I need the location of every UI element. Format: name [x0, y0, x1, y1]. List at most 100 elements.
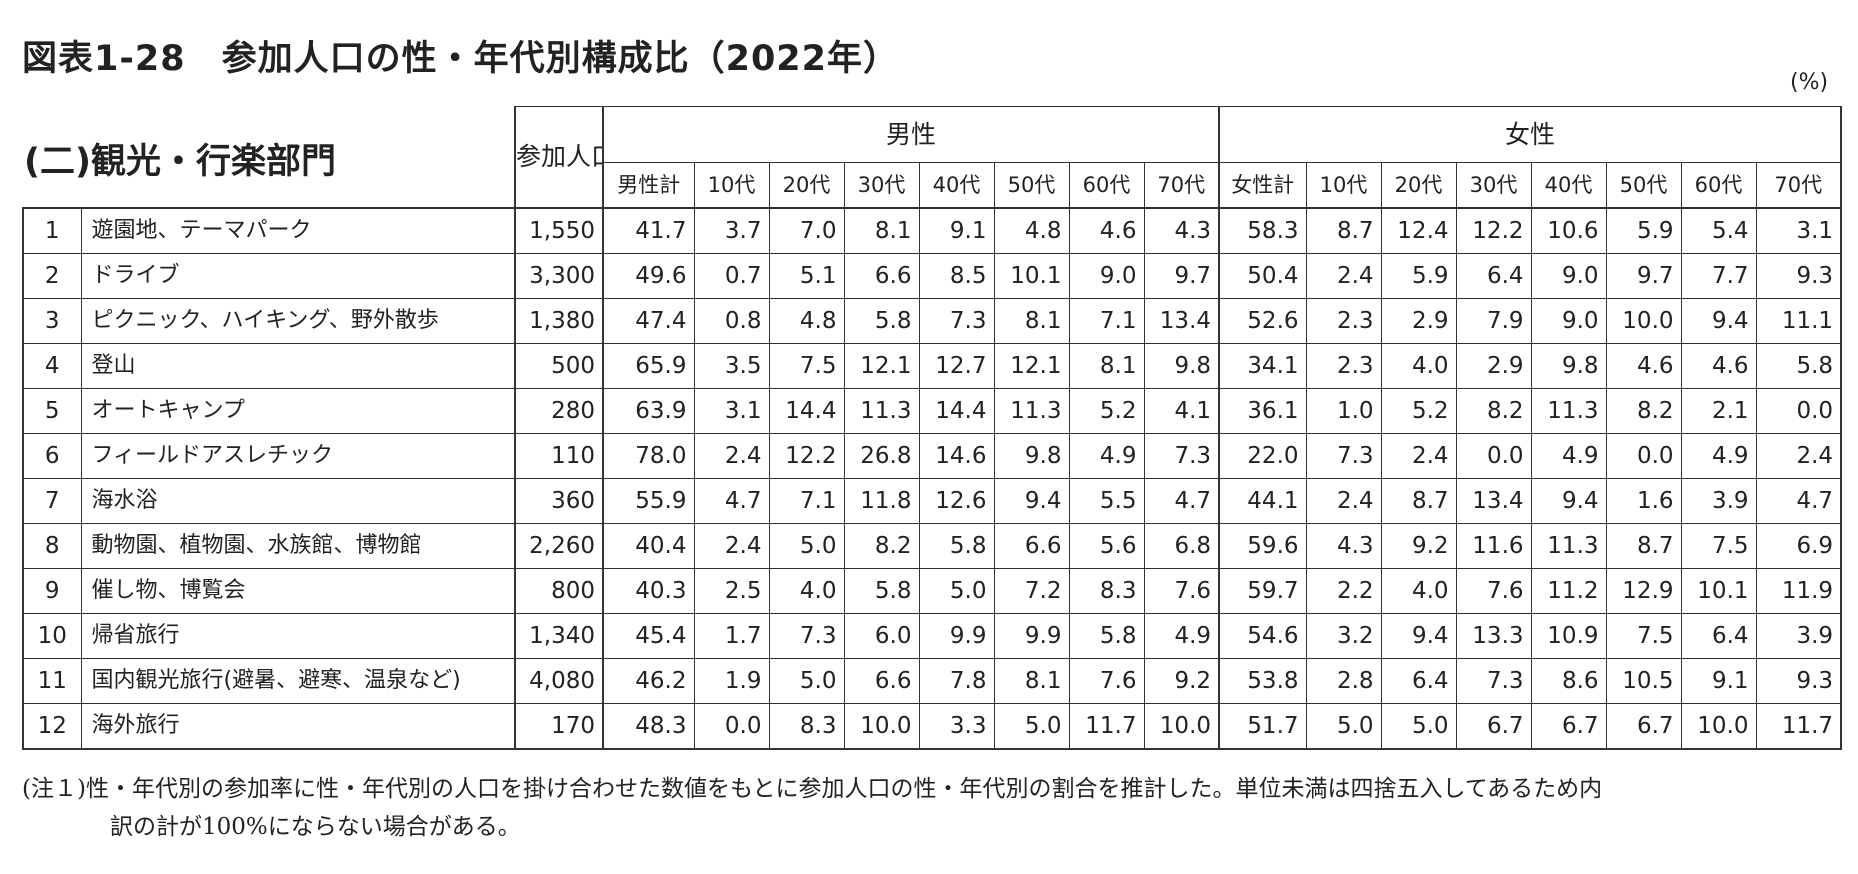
- row-number: 8: [22, 523, 82, 569]
- female-total-cell: 36.1: [1218, 388, 1307, 434]
- female-age-cell: 2.1: [1680, 388, 1757, 434]
- male-age-cell: 12.7: [918, 343, 995, 389]
- male-age-cell: 7.6: [1143, 568, 1220, 614]
- male-age-cell: 0.8: [693, 298, 770, 344]
- female-total-cell: 53.8: [1218, 658, 1307, 704]
- female-age-cell: 4.0: [1380, 568, 1457, 614]
- male-age-cell: 11.3: [843, 388, 920, 434]
- female-age-cell: 9.3: [1755, 253, 1843, 299]
- male-age-cell: 7.2: [993, 568, 1070, 614]
- row-number: 5: [22, 388, 82, 434]
- female-age-cell: 10.9: [1530, 613, 1607, 659]
- male-age-cell: 6.6: [843, 658, 920, 704]
- male-total-cell: 49.6: [602, 253, 695, 299]
- female-age-cell: 6.4: [1380, 658, 1457, 704]
- female-age-cell: 5.2: [1380, 388, 1457, 434]
- table-row: 2 ドライブ 3,300 49.6 0.7 5.1 6.6 8.5 10.1 9.0 9.7 50.4…: [22, 253, 1843, 299]
- male-age-cell: 5.0: [768, 658, 845, 704]
- population-cell: 500: [514, 343, 604, 389]
- header-male-total: 男性計: [602, 162, 695, 209]
- female-age-cell: 4.3: [1305, 523, 1382, 569]
- male-age-cell: 2.4: [693, 523, 770, 569]
- header-male-age: 60代: [1068, 162, 1145, 209]
- female-age-cell: 11.3: [1530, 523, 1607, 569]
- row-number: 2: [22, 253, 82, 299]
- header-population: 参加人口（万人）: [514, 106, 604, 209]
- female-age-cell: 4.6: [1680, 343, 1757, 389]
- male-age-cell: 5.0: [993, 703, 1070, 750]
- male-total-cell: 46.2: [602, 658, 695, 704]
- male-age-cell: 4.7: [1143, 478, 1220, 524]
- male-age-cell: 9.8: [1143, 343, 1220, 389]
- female-total-cell: 34.1: [1218, 343, 1307, 389]
- female-age-cell: 2.4: [1305, 478, 1382, 524]
- female-total-cell: 51.7: [1218, 703, 1307, 750]
- female-age-cell: 3.1: [1755, 207, 1843, 254]
- male-total-cell: 40.3: [602, 568, 695, 614]
- male-age-cell: 7.3: [918, 298, 995, 344]
- male-age-cell: 13.4: [1143, 298, 1220, 344]
- female-age-cell: 0.0: [1455, 433, 1532, 479]
- male-age-cell: 5.0: [918, 568, 995, 614]
- figure-title: 図表1-28 参加人口の性・年代別構成比（2022年）: [22, 39, 899, 79]
- female-age-cell: 0.0: [1605, 433, 1682, 479]
- table-row: 12 海外旅行 170 48.3 0.0 8.3 10.0 3.3 5.0 11.7 10.0 51.…: [22, 703, 1843, 750]
- header-male-age: 20代: [768, 162, 845, 209]
- female-age-cell: 4.9: [1680, 433, 1757, 479]
- population-cell: 4,080: [514, 658, 604, 704]
- population-cell: 2,260: [514, 523, 604, 569]
- table-row: 11 国内観光旅行(避暑、避寒、温泉など) 4,080 46.2 1.9 5.0 6.6 7.…: [22, 658, 1843, 704]
- female-age-cell: 9.1: [1680, 658, 1757, 704]
- male-age-cell: 7.1: [1068, 298, 1145, 344]
- male-age-cell: 11.3: [993, 388, 1070, 434]
- population-cell: 170: [514, 703, 604, 750]
- footnote-line-1: (注１)性・年代別の参加率に性・年代別の人口を掛け合わせた数値をもとに参加人口の…: [22, 776, 1603, 802]
- female-age-cell: 2.2: [1305, 568, 1382, 614]
- male-age-cell: 5.8: [843, 568, 920, 614]
- male-total-cell: 41.7: [602, 207, 695, 254]
- male-age-cell: 0.7: [693, 253, 770, 299]
- male-age-cell: 6.6: [993, 523, 1070, 569]
- male-age-cell: 3.1: [693, 388, 770, 434]
- male-age-cell: 9.8: [993, 433, 1070, 479]
- female-age-cell: 1.6: [1605, 478, 1682, 524]
- female-age-cell: 8.7: [1605, 523, 1682, 569]
- female-age-cell: 3.2: [1305, 613, 1382, 659]
- female-age-cell: 6.4: [1680, 613, 1757, 659]
- table-row: 5 オートキャンプ 280 63.9 3.1 14.4 11.3 14.4 11.3 5.2 4.1…: [22, 388, 1843, 434]
- male-age-cell: 5.8: [918, 523, 995, 569]
- male-age-cell: 4.7: [693, 478, 770, 524]
- table-row: 6 フィールドアスレチック 110 78.0 2.4 12.2 26.8 14.6 9.8 4.9…: [22, 433, 1843, 479]
- female-age-cell: 8.7: [1380, 478, 1457, 524]
- male-age-cell: 4.6: [1068, 207, 1145, 254]
- female-age-cell: 6.9: [1755, 523, 1843, 569]
- activity-name: 国内観光旅行(避暑、避寒、温泉など): [80, 658, 516, 704]
- female-age-cell: 8.2: [1455, 388, 1532, 434]
- female-total-cell: 44.1: [1218, 478, 1307, 524]
- male-age-cell: 10.1: [993, 253, 1070, 299]
- male-total-cell: 55.9: [602, 478, 695, 524]
- female-total-cell: 50.4: [1218, 253, 1307, 299]
- female-age-cell: 2.4: [1305, 253, 1382, 299]
- footnote-line-2: 訳の計が100%にならない場合がある。: [110, 814, 521, 840]
- male-total-cell: 48.3: [602, 703, 695, 750]
- male-age-cell: 3.5: [693, 343, 770, 389]
- female-total-cell: 54.6: [1218, 613, 1307, 659]
- male-age-cell: 5.5: [1068, 478, 1145, 524]
- female-age-cell: 4.0: [1380, 343, 1457, 389]
- male-total-cell: 47.4: [602, 298, 695, 344]
- male-age-cell: 8.1: [993, 298, 1070, 344]
- male-age-cell: 0.0: [693, 703, 770, 750]
- male-age-cell: 7.1: [768, 478, 845, 524]
- activity-name: 海水浴: [80, 478, 516, 524]
- male-age-cell: 11.7: [1068, 703, 1145, 750]
- male-age-cell: 4.1: [1143, 388, 1220, 434]
- population-cell: 280: [514, 388, 604, 434]
- male-age-cell: 14.4: [768, 388, 845, 434]
- male-age-cell: 4.8: [993, 207, 1070, 254]
- female-age-cell: 5.0: [1380, 703, 1457, 750]
- male-age-cell: 6.0: [843, 613, 920, 659]
- female-age-cell: 2.9: [1455, 343, 1532, 389]
- row-number: 7: [22, 478, 82, 524]
- activity-name: ドライブ: [80, 253, 516, 299]
